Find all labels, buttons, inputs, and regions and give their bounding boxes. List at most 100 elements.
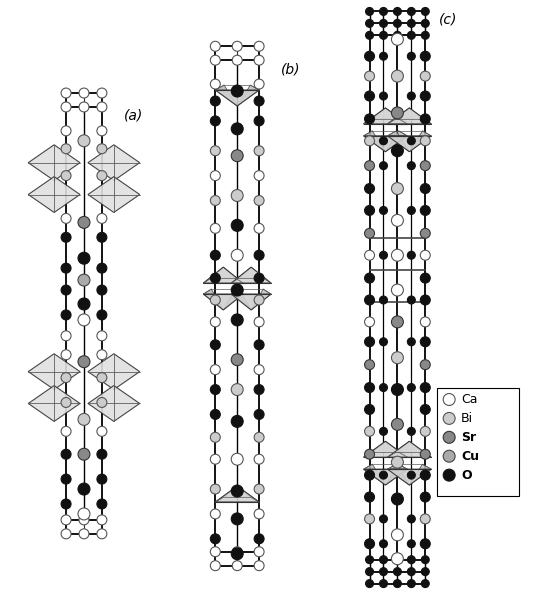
Circle shape [97, 398, 107, 407]
Circle shape [231, 123, 243, 135]
Text: (c): (c) [439, 13, 458, 26]
Polygon shape [387, 469, 431, 485]
Circle shape [420, 492, 430, 502]
Circle shape [420, 229, 430, 238]
Circle shape [420, 71, 430, 81]
Circle shape [78, 448, 90, 460]
Circle shape [210, 509, 220, 519]
Text: Cu: Cu [461, 450, 479, 463]
Circle shape [366, 19, 373, 28]
Circle shape [254, 196, 264, 205]
Polygon shape [215, 90, 259, 106]
Circle shape [97, 529, 107, 539]
Circle shape [364, 91, 375, 101]
Polygon shape [386, 464, 408, 485]
Circle shape [61, 214, 71, 223]
Circle shape [420, 470, 430, 480]
Circle shape [254, 385, 264, 395]
FancyBboxPatch shape [437, 388, 519, 496]
Circle shape [443, 431, 455, 443]
Polygon shape [387, 464, 409, 485]
Circle shape [254, 317, 264, 327]
Circle shape [380, 206, 387, 214]
Circle shape [97, 214, 107, 223]
Circle shape [254, 96, 264, 106]
Circle shape [97, 331, 107, 341]
Circle shape [380, 161, 387, 170]
Polygon shape [409, 441, 431, 457]
Polygon shape [409, 464, 431, 485]
Polygon shape [387, 131, 409, 152]
Circle shape [408, 427, 415, 436]
Polygon shape [363, 136, 408, 152]
Circle shape [408, 580, 415, 587]
Circle shape [97, 350, 107, 360]
Circle shape [364, 71, 375, 81]
Text: O: O [461, 469, 472, 482]
Circle shape [391, 529, 404, 541]
Circle shape [61, 170, 71, 181]
Circle shape [254, 560, 264, 571]
Text: (b): (b) [281, 62, 301, 76]
Circle shape [421, 31, 429, 40]
Circle shape [420, 317, 430, 327]
Circle shape [210, 484, 220, 494]
Circle shape [380, 92, 387, 100]
Circle shape [232, 547, 242, 557]
Circle shape [364, 205, 375, 215]
Circle shape [380, 383, 387, 392]
Polygon shape [88, 176, 140, 212]
Circle shape [254, 534, 264, 544]
Circle shape [391, 383, 404, 395]
Circle shape [210, 196, 220, 205]
Circle shape [210, 250, 220, 260]
Circle shape [231, 453, 243, 465]
Circle shape [231, 513, 243, 525]
Circle shape [210, 340, 220, 350]
Circle shape [408, 251, 415, 259]
Circle shape [254, 484, 264, 494]
Polygon shape [29, 354, 80, 389]
Circle shape [254, 295, 264, 305]
Circle shape [364, 317, 375, 327]
Circle shape [97, 449, 107, 459]
Polygon shape [215, 486, 237, 502]
Circle shape [366, 580, 373, 587]
Polygon shape [396, 441, 423, 452]
Circle shape [380, 556, 387, 563]
Circle shape [254, 41, 264, 51]
Circle shape [364, 273, 375, 283]
Circle shape [408, 568, 415, 575]
Circle shape [364, 470, 375, 480]
Circle shape [391, 34, 404, 45]
Circle shape [364, 360, 375, 370]
Circle shape [78, 483, 90, 495]
Polygon shape [251, 267, 271, 283]
Polygon shape [88, 354, 140, 389]
Circle shape [380, 19, 387, 28]
Circle shape [391, 214, 404, 226]
Circle shape [61, 285, 71, 295]
Circle shape [231, 150, 243, 161]
Circle shape [420, 427, 430, 436]
Circle shape [380, 31, 387, 40]
Circle shape [97, 102, 107, 112]
Circle shape [78, 274, 90, 286]
Polygon shape [29, 176, 80, 212]
Circle shape [394, 556, 401, 563]
Circle shape [61, 263, 71, 273]
Circle shape [97, 232, 107, 242]
Circle shape [421, 556, 429, 563]
Circle shape [61, 398, 71, 407]
Circle shape [61, 427, 71, 436]
Circle shape [408, 556, 415, 563]
Circle shape [380, 515, 387, 523]
Circle shape [408, 137, 415, 145]
Polygon shape [88, 386, 140, 421]
Circle shape [408, 206, 415, 214]
Circle shape [420, 383, 430, 392]
Polygon shape [231, 267, 271, 283]
Polygon shape [363, 108, 408, 124]
Circle shape [420, 205, 430, 215]
Circle shape [420, 539, 430, 549]
